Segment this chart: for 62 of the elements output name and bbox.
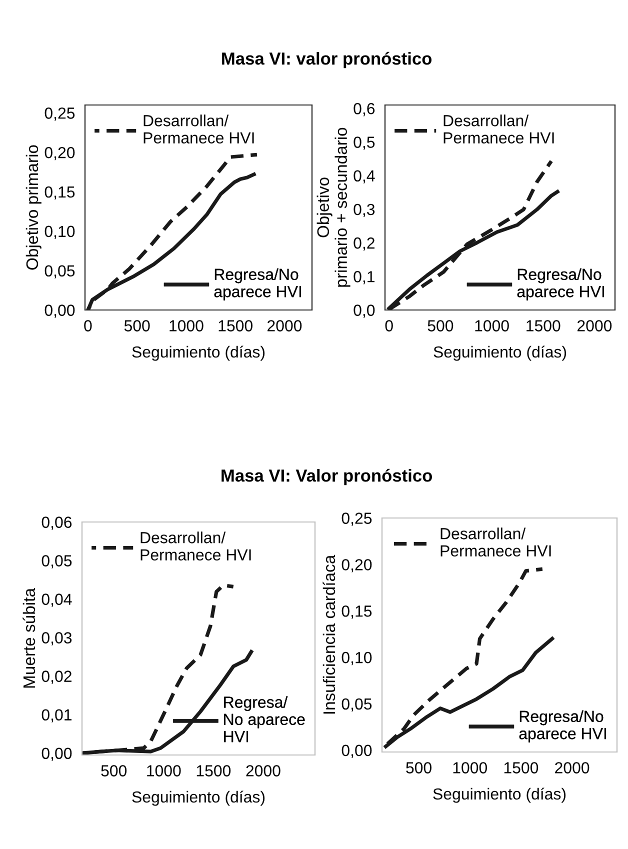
legend-label: Desarrollan/ Permanece HVI [444,114,554,144]
legend-label: Regresa/No aparece HVI [517,268,604,300]
x-tick-label: 2000 [268,320,302,332]
y-tick-label: 0,15 [342,605,372,619]
y-tick-label: 0,02 [42,670,72,684]
y-tick-label: 0,10 [44,226,75,239]
x-tick-label: 500 [101,765,127,776]
x-tick-label: 1000 [453,762,488,774]
y-tick-label: 0,06 [42,516,72,530]
x-tick-label: 1000 [147,765,181,776]
x-tick-label: 1500 [196,765,231,776]
x-tick-label: 2000 [578,320,612,332]
x-axis-title: Seguimiento (días) [434,346,566,361]
y-tick-label: 0,05 [342,698,372,712]
y-tick-label: 0,0 [354,304,375,318]
x-tick-label: 0 [84,320,92,332]
y-tick-label: 0,01 [42,709,72,722]
x-tick-label: 1500 [504,762,538,774]
x-axis-title: Seguimiento (días) [132,346,265,361]
legend-label: Desarrollan/ Permanece HVI [140,532,251,561]
x-tick-label: 1000 [475,320,509,332]
x-tick-label: 2000 [246,765,280,776]
y-tick-label: 0,05 [42,555,72,568]
x-tick-label: 500 [124,320,150,332]
y-axis-title: Objetivo primario + secundario [316,128,350,287]
chart-title: Masa VI: valor pronóstico [222,52,432,68]
legend-label: Regresa/ No aparece HVI [224,696,305,742]
y-tick-label: 0,20 [44,146,75,160]
y-tick-label: 0,25 [342,512,372,526]
y-axis-title: Muerte súbita [22,588,36,688]
legend-label: Desarrollan/ Permanece HVI [440,528,551,557]
x-tick-label: 500 [428,320,454,332]
y-tick-label: 0,1 [354,271,374,284]
y-tick-label: 0,03 [42,632,72,646]
y-tick-label: 0,00 [342,744,372,758]
y-tick-label: 0,5 [354,136,375,150]
x-tick-label: 1000 [170,320,204,332]
y-tick-label: 0,04 [42,594,72,607]
x-tick-label: 1500 [526,320,560,332]
y-tick-label: 0,4 [354,170,375,184]
y-axis-title: Insuficiencia cardíaca [322,554,336,714]
x-tick-label: 0 [385,320,393,332]
chart-title: Masa VI: Valor pronóstico [222,468,432,486]
y-tick-label: 0,00 [44,304,75,318]
y-tick-label: 0,2 [354,237,374,251]
y-tick-label: 0,05 [44,265,75,278]
y-axis-title: Objetivo primario [26,145,42,270]
x-tick-label: 2000 [555,762,590,774]
y-tick-label: 0,25 [44,108,75,121]
y-tick-label: 0,3 [354,204,375,218]
x-tick-label: 1500 [218,320,252,332]
y-tick-label: 0,00 [42,748,72,761]
legend-label: Desarrollan/ Permanece HVI [144,114,254,144]
legend-label: Regresa/No aparece HVI [519,710,606,742]
legend-label: Regresa/No aparece HVI [214,268,301,300]
y-tick-label: 0,20 [342,559,372,572]
x-axis-title: Seguimiento (días) [433,788,566,803]
y-tick-label: 0,10 [342,652,372,666]
x-axis-title: Seguimiento (días) [132,790,265,806]
x-tick-label: 500 [406,762,432,774]
y-tick-label: 0,15 [44,186,75,200]
y-tick-label: 0,6 [354,102,375,116]
